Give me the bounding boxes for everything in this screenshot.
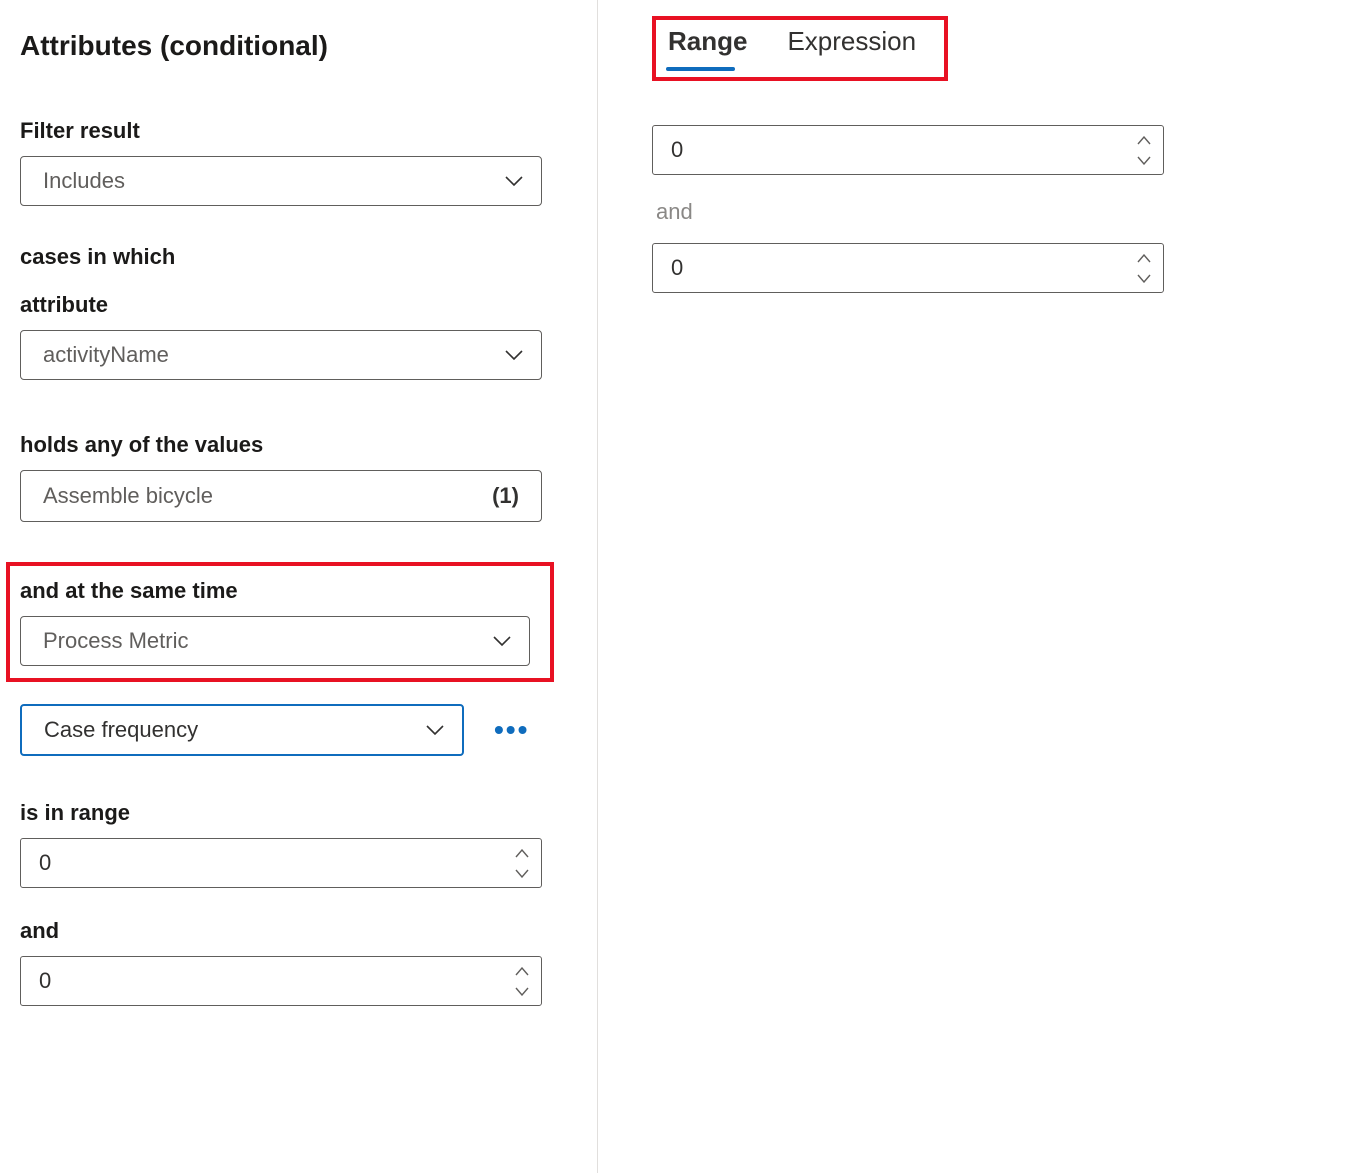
attribute-label: attribute	[20, 292, 577, 318]
metric-select[interactable]: Case frequency	[20, 704, 464, 756]
same-time-highlight: and at the same time Process Metric	[6, 562, 554, 682]
filter-result-value: Includes	[43, 168, 125, 194]
spinner-up-icon[interactable]	[1131, 251, 1157, 265]
right-range-from-value: 0	[671, 137, 683, 163]
spinner-up-icon[interactable]	[509, 964, 535, 978]
tab-range[interactable]: Range	[666, 20, 749, 67]
right-range-to-input[interactable]: 0	[652, 243, 1164, 293]
tabs-highlight: Range Expression	[652, 16, 948, 81]
chevron-down-icon	[505, 346, 523, 364]
spinner-down-icon[interactable]	[1131, 271, 1157, 285]
attribute-select[interactable]: activityName	[20, 330, 542, 380]
and-label: and	[20, 918, 577, 944]
same-time-value: Process Metric	[43, 628, 188, 654]
more-actions-button[interactable]: •••	[494, 725, 529, 735]
range-from-input[interactable]: 0	[20, 838, 542, 888]
same-time-select[interactable]: Process Metric	[20, 616, 530, 666]
filter-result-label: Filter result	[20, 118, 577, 144]
chevron-down-icon	[505, 172, 523, 190]
attribute-value: activityName	[43, 342, 169, 368]
filter-result-select[interactable]: Includes	[20, 156, 542, 206]
right-range-from-input[interactable]: 0	[652, 125, 1164, 175]
chevron-down-icon	[426, 721, 444, 739]
spinner-down-icon[interactable]	[1131, 153, 1157, 167]
range-from-value: 0	[39, 850, 51, 876]
metric-select-value: Case frequency	[44, 717, 198, 743]
spinner-down-icon[interactable]	[509, 866, 535, 880]
right-range-to-value: 0	[671, 255, 683, 281]
right-and-label: and	[656, 199, 1327, 225]
same-time-label: and at the same time	[20, 578, 540, 604]
cases-in-which-label: cases in which	[20, 244, 577, 270]
range-to-value: 0	[39, 968, 51, 994]
left-panel: Attributes (conditional) Filter result I…	[0, 0, 598, 1173]
holds-values-text: Assemble bicycle	[43, 483, 213, 509]
tab-expression[interactable]: Expression	[785, 20, 918, 67]
range-to-input[interactable]: 0	[20, 956, 542, 1006]
holds-values-input[interactable]: Assemble bicycle (1)	[20, 470, 542, 522]
holds-values-count: (1)	[492, 483, 519, 509]
spinner-down-icon[interactable]	[509, 984, 535, 998]
spinner-up-icon[interactable]	[1131, 133, 1157, 147]
chevron-down-icon	[493, 632, 511, 650]
is-in-range-label: is in range	[20, 800, 577, 826]
right-panel: Range Expression 0 and 0	[598, 0, 1367, 1173]
panel-title: Attributes (conditional)	[20, 30, 577, 62]
holds-values-label: holds any of the values	[20, 432, 577, 458]
spinner-up-icon[interactable]	[509, 846, 535, 860]
